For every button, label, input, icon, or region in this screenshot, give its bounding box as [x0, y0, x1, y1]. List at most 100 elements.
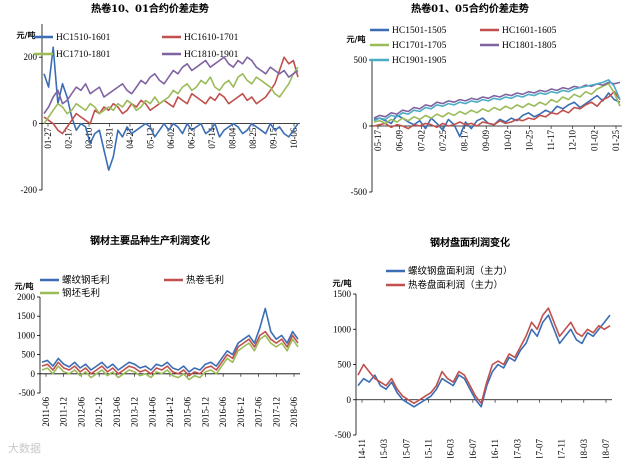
x-tick-label: 2017-07: [534, 439, 544, 458]
x-tick-label: 06-02: [166, 128, 176, 149]
x-tick-label: 09-09: [481, 130, 491, 151]
x-tick-label: 07-25: [438, 130, 448, 151]
x-tick-label: 2017-12: [271, 397, 281, 427]
legend-entry-1: 螺纹钢毛利: [40, 274, 110, 286]
series-line-4: [43, 56, 299, 115]
x-tick-label: 11-17: [546, 130, 556, 151]
y-tick-label: 500: [338, 360, 352, 370]
series-line-3: [43, 66, 299, 125]
series-line-1: [41, 307, 299, 373]
y-axis-unit: 元/吨: [17, 30, 36, 40]
legend-entry-2: HC1610-1701: [162, 33, 239, 43]
x-tick-label: 05-17: [373, 130, 383, 151]
x-tick-label: 08-17: [460, 130, 470, 151]
y-tick-label: 500: [22, 350, 36, 360]
legend-label: 螺纹钢毛利: [62, 274, 110, 286]
x-tick-label: 2016-06: [218, 397, 228, 427]
x-tick-label: 2012-12: [94, 397, 104, 427]
legend-entry-3: HC1701-1705: [370, 41, 447, 51]
x-tick-label: 2013-12: [130, 397, 140, 427]
series-line-1: [43, 46, 299, 171]
x-tick-label: 2011-12: [59, 397, 69, 427]
x-tick-label: 2015-03: [379, 439, 389, 458]
x-tick-label: 2018-06: [289, 397, 299, 427]
x-tick-label: 2014-12: [165, 397, 175, 427]
legend-entry-5: HC1901-1905: [370, 56, 447, 66]
x-tick-label: 2016-12: [236, 397, 246, 427]
x-tick-label: 2014-11: [357, 439, 367, 458]
legend-label: HC1510-1601: [56, 33, 111, 43]
legend-entry-4: HC1801-1805: [480, 41, 557, 51]
y-tick-label: 1000: [333, 324, 352, 334]
chart-title: 钢材盘面利润变化: [430, 236, 510, 249]
legend-label: HC1610-1701: [184, 33, 239, 43]
x-tick-label: 01-25: [611, 130, 621, 151]
x-tick-label: 10-25: [524, 130, 534, 151]
y-tick-label: 0: [363, 121, 368, 131]
x-tick-label: 07-02: [416, 130, 426, 151]
y-tick-label: -500: [335, 430, 352, 440]
series-line-5: [373, 79, 621, 122]
series-line-2: [357, 307, 611, 405]
x-tick-label: 2016-11: [490, 439, 500, 458]
x-tick-label: 09-15: [269, 127, 279, 148]
legend-label: HC1501-1505: [392, 26, 447, 36]
legend-label: HC1701-1705: [392, 41, 447, 51]
y-tick-label: 1500: [17, 311, 36, 321]
watermark-text: 大数据: [8, 441, 41, 455]
legend-label: 热卷毛利: [186, 274, 224, 286]
y-tick-label: -500: [19, 388, 36, 398]
x-tick-label: 2015-11: [424, 439, 434, 458]
x-tick-label: 01-02: [589, 130, 599, 151]
x-tick-label: 10-06: [289, 127, 299, 148]
x-tick-label: 2017-06: [254, 397, 264, 427]
legend-label: 螺纹钢盘面利润（主力）: [408, 265, 513, 277]
y-tick-label: -500: [351, 187, 368, 197]
y-tick-label: 0: [33, 119, 38, 129]
x-tick-label: 2016-07: [468, 439, 478, 458]
x-tick-label: 2017-03: [512, 439, 522, 458]
x-tick-label: 2011-06: [41, 397, 51, 427]
legend-label: HC1901-1905: [392, 56, 447, 66]
x-tick-label: 07-14: [207, 127, 217, 148]
legend-label: 热卷盘面利润（主力）: [408, 279, 503, 291]
x-tick-label: 2018-03: [579, 439, 589, 458]
legend-label: HC1601-1605: [502, 26, 557, 36]
series-line-2: [41, 330, 299, 377]
x-tick-label: 2017-11: [557, 439, 567, 458]
x-tick-label: 05-12: [146, 128, 156, 149]
x-tick-label: 2014-06: [147, 397, 157, 427]
series-line-2: [43, 56, 299, 135]
x-tick-label: 2015-12: [200, 397, 210, 427]
x-tick-label: 2015-06: [183, 397, 193, 427]
y-tick-label: -200: [21, 185, 38, 195]
legend-entry-3: HC1710-1801: [34, 50, 111, 60]
x-tick-label: 06-23: [187, 127, 197, 148]
legend-label: HC1810-1901: [184, 50, 239, 60]
y-tick-label: 500: [354, 55, 368, 65]
legend-entry-2: 热卷毛利: [164, 274, 224, 286]
legend-entry-2: 热卷盘面利润（主力）: [386, 279, 503, 291]
y-tick-label: 200: [24, 52, 38, 62]
x-tick-label: 08-25: [248, 127, 258, 148]
x-tick-label: 02-17: [64, 127, 74, 148]
y-tick-label: 1500: [333, 289, 352, 299]
chart-title: 热卷01、05合约价差走势: [411, 2, 529, 15]
y-axis-unit: 元/吨: [15, 281, 34, 291]
series-line-2: [373, 90, 621, 130]
series-line-1: [357, 314, 611, 408]
x-tick-label: 04-21: [125, 128, 135, 149]
y-tick-label: 0: [347, 395, 352, 405]
x-tick-label: 01-27: [43, 127, 53, 148]
x-tick-label: 08-04: [228, 127, 238, 148]
legend-label: 钢坯毛利: [62, 287, 100, 299]
legend-entry-1: HC1510-1601: [34, 33, 111, 43]
legend-entry-1: HC1501-1505: [370, 26, 447, 36]
x-tick-label: 2013-06: [112, 397, 122, 427]
y-tick-label: 2000: [17, 292, 36, 302]
x-tick-label: 2016-03: [446, 439, 456, 458]
